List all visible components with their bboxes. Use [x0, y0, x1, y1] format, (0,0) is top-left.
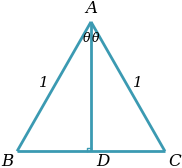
Text: B: B: [1, 153, 14, 168]
Text: A: A: [85, 0, 97, 17]
Text: 1: 1: [133, 76, 143, 90]
Text: θ: θ: [83, 32, 90, 45]
Text: C: C: [168, 153, 181, 168]
Text: θ: θ: [92, 32, 99, 45]
Text: 1: 1: [39, 76, 49, 90]
Text: D: D: [96, 153, 109, 168]
